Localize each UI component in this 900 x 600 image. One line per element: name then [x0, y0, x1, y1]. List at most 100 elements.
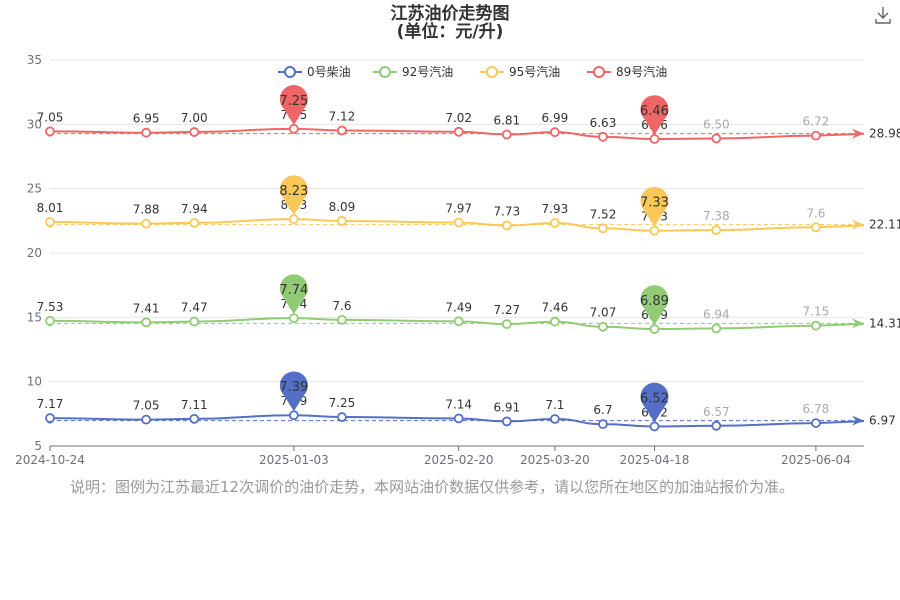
data-label: 7.46 — [542, 301, 569, 315]
data-label: 8.09 — [329, 200, 356, 214]
legend-item: 92号汽油 — [402, 64, 453, 79]
data-point — [549, 414, 560, 424]
x-tick-label: 2025-01-03 — [259, 453, 329, 467]
data-point — [649, 225, 660, 236]
min-pin — [640, 382, 669, 423]
average-value-label: 14.31 — [869, 316, 900, 330]
min-pin-label: 6.46 — [640, 104, 669, 119]
data-label: 8.01 — [37, 201, 64, 215]
data-label: 7.11 — [181, 398, 208, 412]
data-label: 7.53 — [37, 300, 64, 314]
chart-subtitle: (单位：元/升) — [396, 22, 504, 42]
data-label: 7.52 — [590, 207, 617, 221]
data-label: 6.94 — [703, 307, 730, 321]
average-line-arrow — [852, 219, 864, 230]
data-label: 6.91 — [493, 400, 520, 414]
x-tick-label: 2025-04-18 — [620, 453, 690, 467]
y-tick-label: 20 — [27, 246, 42, 260]
max-pin-label: 7.25 — [279, 94, 308, 109]
data-label: 6.99 — [542, 111, 569, 125]
x-tick-label: 2024-10-24 — [15, 453, 85, 467]
data-label: 7.97 — [445, 202, 472, 216]
data-point — [141, 317, 152, 328]
min-pin — [640, 186, 669, 227]
data-label: 6.95 — [133, 112, 160, 126]
data-label: 7.41 — [133, 301, 160, 315]
data-point — [598, 419, 608, 430]
min-pin — [640, 285, 669, 326]
series-line — [49, 127, 865, 141]
data-point — [189, 217, 200, 228]
data-label: 6.63 — [590, 116, 617, 130]
data-point — [453, 126, 464, 137]
x-tick-label: 2025-02-20 — [424, 453, 494, 467]
data-label: 7.93 — [542, 202, 569, 216]
data-point — [649, 421, 660, 432]
data-label: 7.49 — [445, 300, 472, 314]
data-point — [549, 127, 560, 138]
data-label: 7.38 — [703, 209, 730, 223]
data-point — [501, 220, 512, 231]
max-pin-label: 8.23 — [279, 184, 308, 199]
data-label: 7.88 — [133, 203, 160, 217]
data-point — [141, 218, 152, 229]
max-pin — [279, 371, 308, 412]
legend-item: 89号汽油 — [616, 64, 667, 79]
chart-note: 说明：图例为江苏最近12次调价的油价走势，本网站油价数据仅供参考，请以您所在地区… — [70, 478, 795, 496]
data-point — [288, 410, 299, 421]
min-pin — [640, 95, 669, 136]
data-label: 6.50 — [703, 117, 730, 131]
data-point — [549, 316, 560, 327]
legend-marker — [486, 66, 498, 78]
legend-marker — [593, 66, 605, 78]
data-label: 7.47 — [181, 301, 208, 315]
data-label: 7.17 — [37, 397, 64, 411]
min-pin-label: 7.33 — [640, 196, 669, 211]
y-tick-label: 15 — [27, 310, 42, 324]
data-label: 7.1 — [545, 398, 564, 412]
max-pin-label: 7.39 — [279, 380, 308, 395]
y-tick-label: 30 — [27, 117, 42, 131]
data-point — [598, 131, 608, 142]
data-point — [141, 127, 152, 138]
data-point — [337, 315, 347, 325]
data-point — [811, 320, 821, 331]
data-point — [649, 324, 660, 334]
data-point — [649, 134, 660, 144]
data-point — [501, 416, 512, 427]
data-point — [598, 321, 608, 332]
data-label: 7.6 — [806, 206, 825, 220]
download-icon[interactable] — [872, 4, 894, 26]
data-point — [811, 418, 821, 428]
y-tick-label: 35 — [27, 53, 42, 67]
data-label: 6.72 — [803, 115, 830, 129]
data-point — [189, 316, 200, 327]
data-label: 7.27 — [493, 303, 520, 317]
min-pin-label: 6.52 — [640, 391, 669, 406]
average-value-label: 28.98 — [869, 127, 900, 141]
data-label: 7.12 — [329, 110, 356, 124]
data-point — [288, 123, 299, 134]
data-point — [189, 413, 200, 424]
data-label: 7.25 — [329, 396, 356, 410]
max-pin — [279, 274, 308, 315]
data-label: 7.07 — [590, 306, 617, 320]
y-tick-label: 5 — [34, 439, 42, 453]
data-label: 7.15 — [803, 305, 830, 319]
data-point — [189, 127, 200, 137]
data-point — [45, 413, 55, 423]
data-point — [501, 319, 512, 330]
data-point — [337, 216, 347, 226]
data-point — [288, 214, 299, 225]
data-point — [45, 126, 55, 137]
y-tick-label: 25 — [27, 182, 42, 196]
chart-title: 江苏油价走势图 — [390, 4, 510, 24]
average-value-label: 22.11 — [869, 218, 900, 232]
max-pin — [279, 175, 308, 216]
data-point — [453, 413, 464, 424]
data-point — [45, 315, 55, 326]
data-label: 6.7 — [593, 403, 612, 417]
data-label: 7.73 — [493, 205, 520, 219]
data-point — [598, 223, 608, 234]
